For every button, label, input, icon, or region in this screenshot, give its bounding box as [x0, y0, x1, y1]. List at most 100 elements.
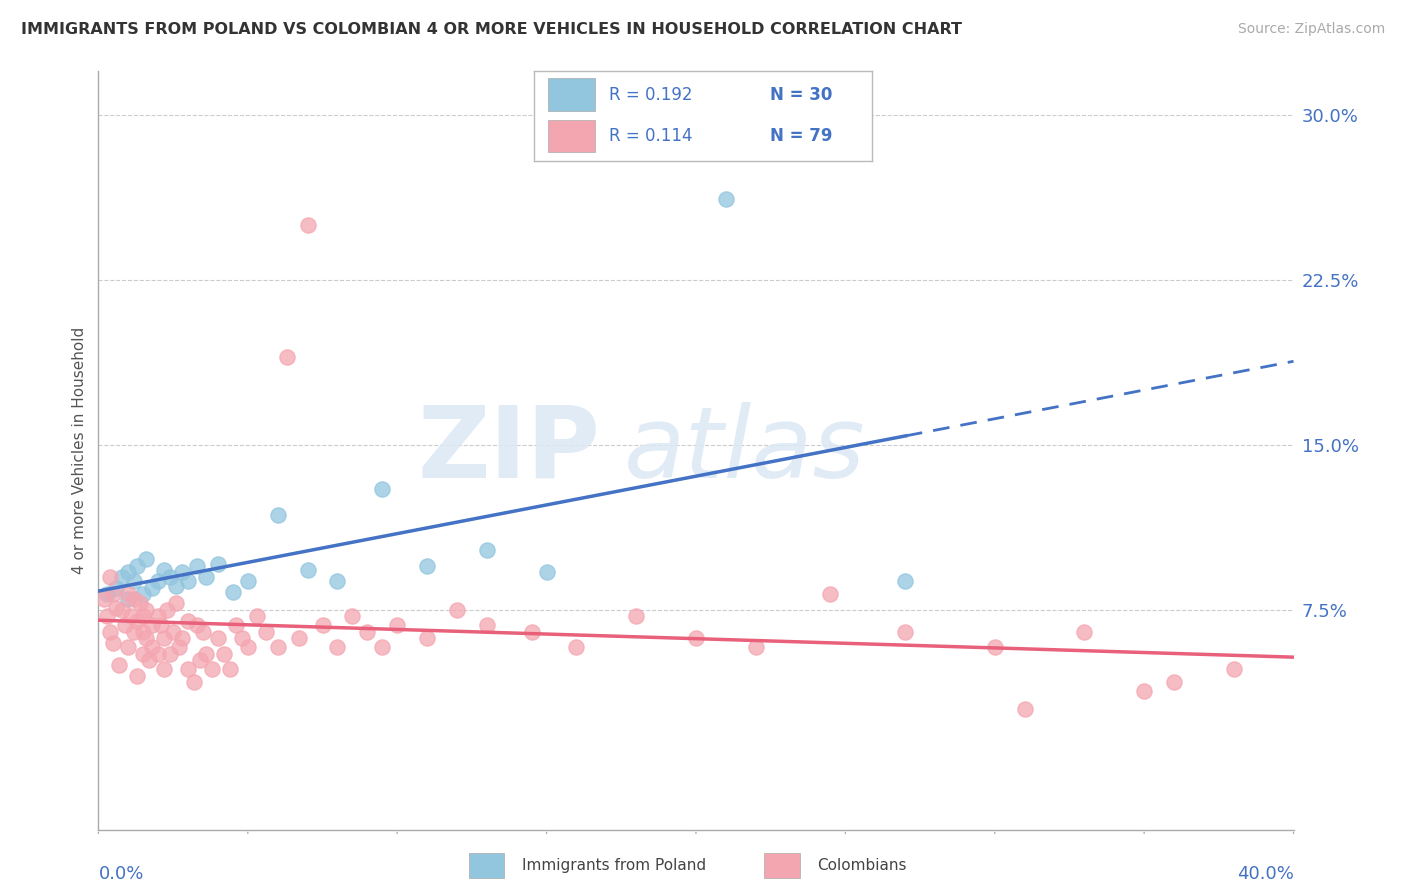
Point — [96, 587, 118, 601]
FancyBboxPatch shape — [548, 120, 595, 152]
Point — [148, 609, 170, 624]
Point — [254, 624, 277, 639]
Point — [165, 579, 187, 593]
Point — [297, 563, 319, 577]
Point — [311, 618, 333, 632]
Point — [127, 669, 149, 683]
Point — [188, 653, 211, 667]
Point — [342, 609, 364, 624]
Text: IMMIGRANTS FROM POLAND VS COLOMBIAN 4 OR MORE VEHICLES IN HOUSEHOLD CORRELATION : IMMIGRANTS FROM POLAND VS COLOMBIAN 4 OR… — [21, 22, 962, 37]
Point — [93, 591, 115, 606]
Point — [267, 508, 290, 523]
Point — [219, 662, 242, 676]
Point — [894, 574, 917, 589]
Text: R = 0.192: R = 0.192 — [609, 86, 692, 103]
Point — [371, 482, 394, 496]
Point — [820, 587, 842, 601]
Point — [138, 653, 160, 667]
Point — [416, 632, 439, 646]
Point — [132, 647, 155, 661]
Point — [195, 647, 218, 661]
Point — [105, 600, 128, 615]
Point — [225, 618, 247, 632]
Point — [276, 350, 298, 364]
Point — [172, 632, 194, 646]
Point — [520, 624, 543, 639]
Point — [207, 557, 229, 571]
Point — [117, 591, 139, 606]
Point — [475, 618, 498, 632]
Point — [98, 624, 122, 639]
Point — [236, 640, 259, 655]
Point — [132, 587, 155, 601]
Point — [98, 570, 122, 584]
Point — [120, 609, 142, 624]
Point — [536, 566, 558, 580]
FancyBboxPatch shape — [765, 853, 800, 878]
Point — [124, 624, 146, 639]
Point — [132, 609, 155, 624]
Point — [111, 570, 134, 584]
Point — [132, 624, 155, 639]
Point — [167, 640, 190, 655]
Point — [103, 636, 125, 650]
Point — [416, 558, 439, 573]
FancyBboxPatch shape — [548, 78, 595, 111]
Point — [201, 662, 224, 676]
Point — [103, 587, 125, 601]
Point — [153, 563, 176, 577]
Point — [207, 632, 229, 646]
Point — [195, 570, 218, 584]
Point — [177, 662, 200, 676]
Point — [153, 632, 176, 646]
Point — [371, 640, 394, 655]
Point — [124, 591, 146, 606]
Point — [326, 574, 349, 589]
Y-axis label: 4 or more Vehicles in Household: 4 or more Vehicles in Household — [72, 326, 87, 574]
Point — [159, 647, 181, 661]
Point — [1073, 624, 1095, 639]
Point — [150, 618, 173, 632]
Point — [114, 618, 136, 632]
Text: 40.0%: 40.0% — [1237, 864, 1294, 883]
FancyBboxPatch shape — [470, 853, 505, 878]
Text: atlas: atlas — [624, 402, 866, 499]
Point — [626, 609, 648, 624]
Point — [117, 587, 139, 601]
Point — [183, 675, 205, 690]
Point — [124, 574, 146, 589]
Point — [267, 640, 290, 655]
Point — [231, 632, 253, 646]
Point — [246, 609, 269, 624]
Point — [287, 632, 309, 646]
Text: R = 0.114: R = 0.114 — [609, 127, 692, 145]
Point — [177, 614, 200, 628]
Point — [685, 632, 707, 646]
Point — [129, 596, 152, 610]
Point — [1223, 662, 1246, 676]
Point — [186, 618, 208, 632]
Point — [356, 624, 378, 639]
Point — [117, 640, 139, 655]
Point — [141, 581, 163, 595]
Text: ZIP: ZIP — [418, 402, 600, 499]
Text: Source: ZipAtlas.com: Source: ZipAtlas.com — [1237, 22, 1385, 37]
Text: 0.0%: 0.0% — [98, 864, 143, 883]
Point — [565, 640, 588, 655]
Point — [186, 558, 208, 573]
Point — [141, 640, 163, 655]
Point — [111, 603, 134, 617]
Point — [127, 614, 149, 628]
Point — [135, 552, 157, 566]
Text: Colombians: Colombians — [817, 858, 907, 872]
Text: N = 30: N = 30 — [770, 86, 832, 103]
Point — [984, 640, 1007, 655]
Point — [1014, 701, 1036, 715]
Point — [191, 624, 214, 639]
Point — [135, 603, 157, 617]
Point — [212, 647, 235, 661]
Point — [385, 618, 409, 632]
Text: N = 79: N = 79 — [770, 127, 832, 145]
Point — [714, 192, 737, 206]
Point — [177, 574, 200, 589]
